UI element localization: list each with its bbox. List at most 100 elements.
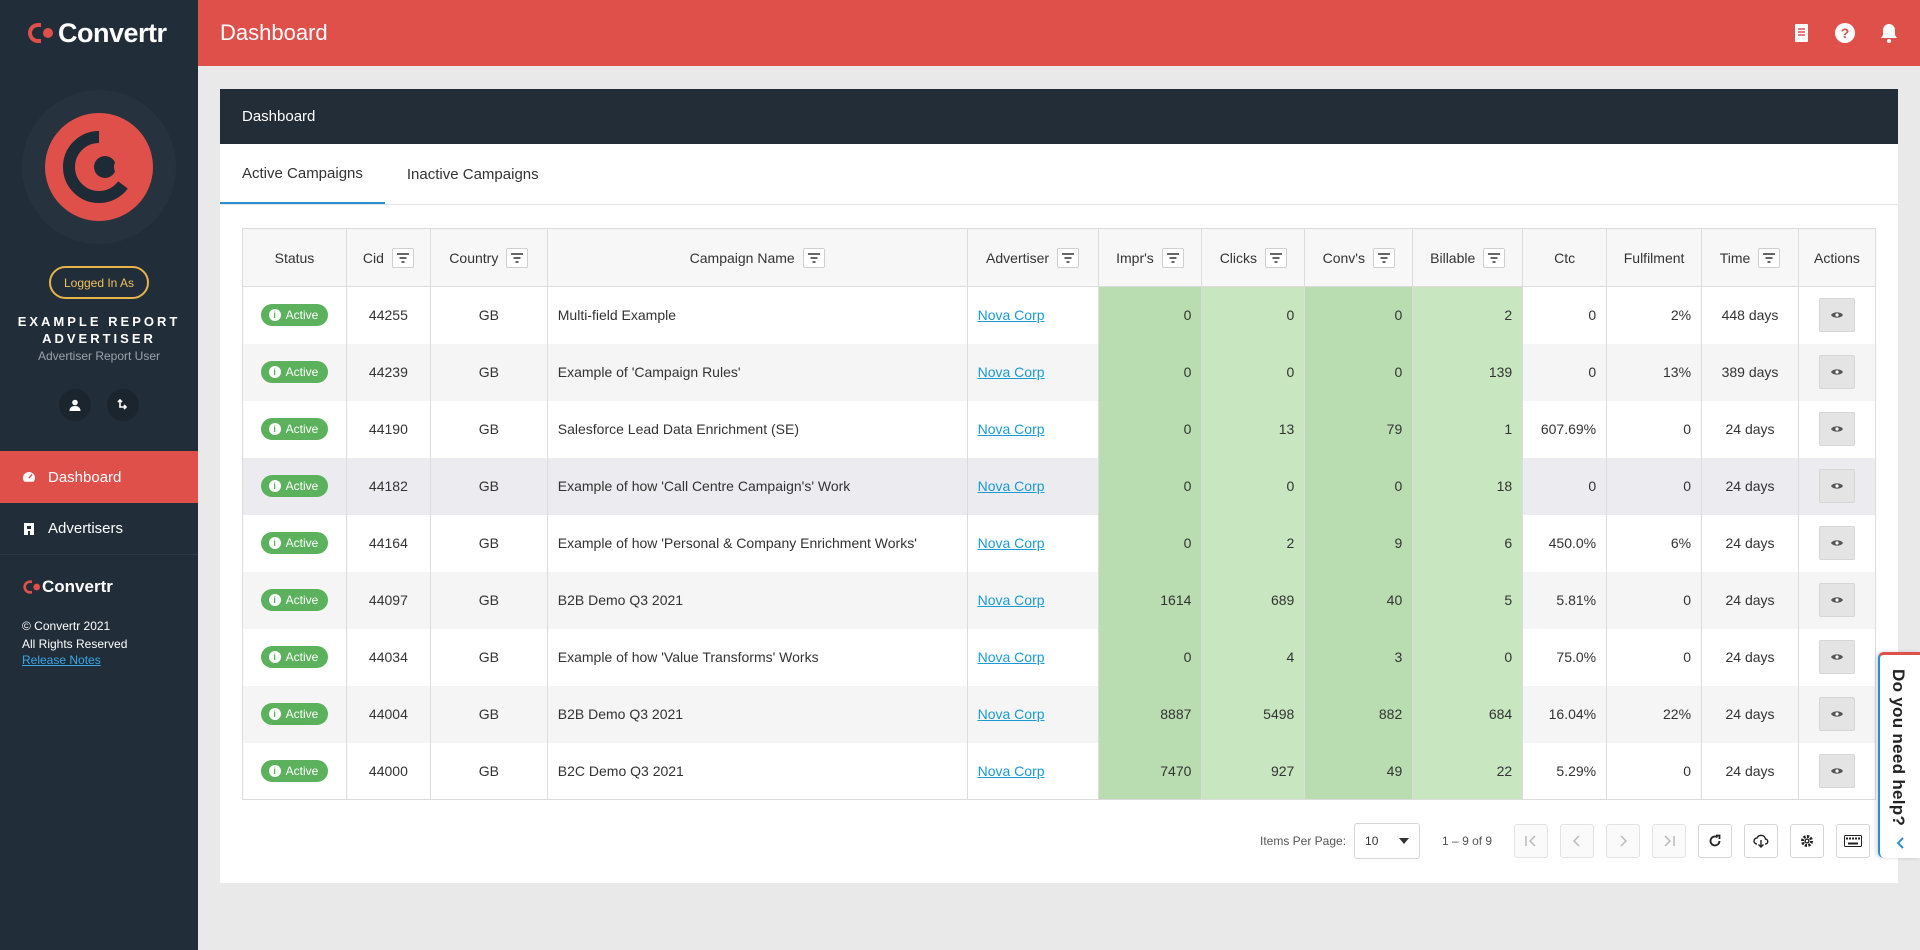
status-badge: i Active xyxy=(260,418,329,440)
sidebar-item-dashboard[interactable]: Dashboard xyxy=(0,451,198,503)
view-button[interactable] xyxy=(1818,469,1855,503)
status-cell: i Active xyxy=(242,628,347,686)
imprs-cell: 0 xyxy=(1097,457,1203,515)
prev-page-button[interactable] xyxy=(1560,824,1595,858)
advertiser-cell: Nova Corp xyxy=(966,286,1099,344)
header-campaign-name: Campaign Name xyxy=(546,228,968,287)
release-notes-link[interactable]: Release Notes xyxy=(22,653,101,667)
bell-icon[interactable] xyxy=(1878,22,1900,44)
advertiser-link[interactable]: Nova Corp xyxy=(977,535,1045,551)
status-cell: i Active xyxy=(242,343,347,401)
time-cell: 24 days xyxy=(1701,571,1799,629)
convs-cell: 882 xyxy=(1304,685,1414,743)
advertiser-link[interactable]: Nova Corp xyxy=(977,706,1045,722)
eye-icon xyxy=(1830,426,1843,432)
user-role: Advertiser Report User xyxy=(37,349,161,363)
view-button[interactable] xyxy=(1818,697,1855,731)
advertiser-link[interactable]: Nova Corp xyxy=(977,364,1045,380)
advertiser-link[interactable]: Nova Corp xyxy=(977,421,1045,437)
settings-button[interactable] xyxy=(1790,824,1825,858)
advertiser-cell: Nova Corp xyxy=(966,514,1099,572)
document-icon[interactable] xyxy=(1790,22,1812,44)
header-ctc: Ctc xyxy=(1522,228,1608,287)
filter-icon[interactable] xyxy=(1265,247,1288,268)
advertiser-link[interactable]: Nova Corp xyxy=(977,307,1045,324)
help-icon[interactable]: ? xyxy=(1834,22,1856,44)
chevron-left-icon xyxy=(1573,835,1580,847)
actions-cell xyxy=(1797,742,1877,800)
convertr-logo-icon xyxy=(28,23,53,43)
advertiser-link[interactable]: Nova Corp xyxy=(977,592,1045,608)
refresh-button[interactable] xyxy=(1698,824,1733,858)
tab-active-campaigns[interactable]: Active Campaigns xyxy=(220,144,385,204)
profile-button[interactable] xyxy=(59,389,91,421)
next-page-button[interactable] xyxy=(1606,824,1641,858)
help-widget-label: Do you need help? xyxy=(1889,669,1908,827)
view-button[interactable] xyxy=(1818,583,1855,617)
filter-icon[interactable] xyxy=(1057,247,1080,268)
download-button[interactable] xyxy=(1744,824,1779,858)
sidebar: Convertr Logged In As EXAMPLE REPORT ADV… xyxy=(0,0,198,950)
advertiser-cell: Nova Corp xyxy=(966,343,1099,401)
cid-cell: 44034 xyxy=(345,628,431,686)
first-page-button[interactable] xyxy=(1514,824,1549,858)
country-cell: GB xyxy=(429,685,548,743)
ctc-cell: 16.04% xyxy=(1522,685,1608,743)
advertiser-link[interactable]: Nova Corp xyxy=(977,649,1045,665)
advertiser-link[interactable]: Nova Corp xyxy=(977,762,1045,779)
campaign-name-cell: Example of how 'Call Centre Campaign's' … xyxy=(546,457,968,515)
first-page-icon xyxy=(1525,835,1536,847)
billable-cell: 684 xyxy=(1412,685,1524,743)
view-button[interactable] xyxy=(1818,298,1855,333)
avatar xyxy=(22,90,176,244)
imprs-cell: 0 xyxy=(1097,514,1203,572)
campaign-name-cell: Salesforce Lead Data Enrichment (SE) xyxy=(546,400,968,458)
header-convs: Conv's xyxy=(1304,228,1414,287)
switch-user-button[interactable] xyxy=(107,389,139,421)
view-button[interactable] xyxy=(1818,355,1855,389)
view-button[interactable] xyxy=(1818,526,1855,560)
filter-icon[interactable] xyxy=(391,247,414,268)
filter-icon[interactable] xyxy=(1372,247,1395,268)
items-per-page-select[interactable]: 10 xyxy=(1354,823,1421,859)
status-badge: i Active xyxy=(260,759,329,782)
status-badge: i Active xyxy=(260,532,329,554)
logged-in-as-button[interactable]: Logged In As xyxy=(49,266,149,299)
cid-cell: 44190 xyxy=(345,400,431,458)
last-page-button[interactable] xyxy=(1652,824,1687,858)
eye-icon xyxy=(1830,540,1843,546)
brand[interactable]: Convertr xyxy=(0,0,198,66)
view-button[interactable] xyxy=(1818,753,1855,788)
advertiser-cell: Nova Corp xyxy=(966,742,1099,800)
clicks-cell: 0 xyxy=(1201,343,1306,401)
info-icon: i xyxy=(268,480,281,492)
help-widget-tab[interactable]: Do you need help? xyxy=(1878,652,1920,858)
refresh-icon xyxy=(1709,834,1721,847)
view-button[interactable] xyxy=(1818,412,1855,446)
advertiser-cell: Nova Corp xyxy=(966,628,1099,686)
dashboard-icon xyxy=(22,470,36,484)
tab-inactive-campaigns[interactable]: Inactive Campaigns xyxy=(406,165,539,183)
billable-cell: 6 xyxy=(1412,514,1524,572)
filter-icon[interactable] xyxy=(1483,247,1506,268)
view-button[interactable] xyxy=(1818,640,1855,674)
sidebar-item-advertisers[interactable]: Advertisers xyxy=(0,503,198,555)
campaigns-table: Status Cid Country Campaign Name Adverti… xyxy=(242,228,1877,800)
filter-icon[interactable] xyxy=(506,247,529,268)
filter-icon[interactable] xyxy=(1161,247,1184,268)
country-cell: GB xyxy=(429,742,548,800)
header-status: Status xyxy=(242,228,347,287)
info-icon: i xyxy=(268,594,281,606)
status-cell: i Active xyxy=(242,742,347,800)
keyboard-button[interactable] xyxy=(1836,824,1871,858)
header-fulfilment: Fulfilment xyxy=(1606,228,1703,287)
time-cell: 24 days xyxy=(1701,685,1799,743)
filter-icon[interactable] xyxy=(1758,247,1781,268)
imprs-cell: 0 xyxy=(1097,400,1203,458)
country-cell: GB xyxy=(429,400,548,458)
convs-cell: 0 xyxy=(1304,286,1414,344)
filter-icon[interactable] xyxy=(802,247,825,268)
advertiser-link[interactable]: Nova Corp xyxy=(977,478,1045,494)
user-icon xyxy=(69,399,81,411)
country-cell: GB xyxy=(429,571,548,629)
